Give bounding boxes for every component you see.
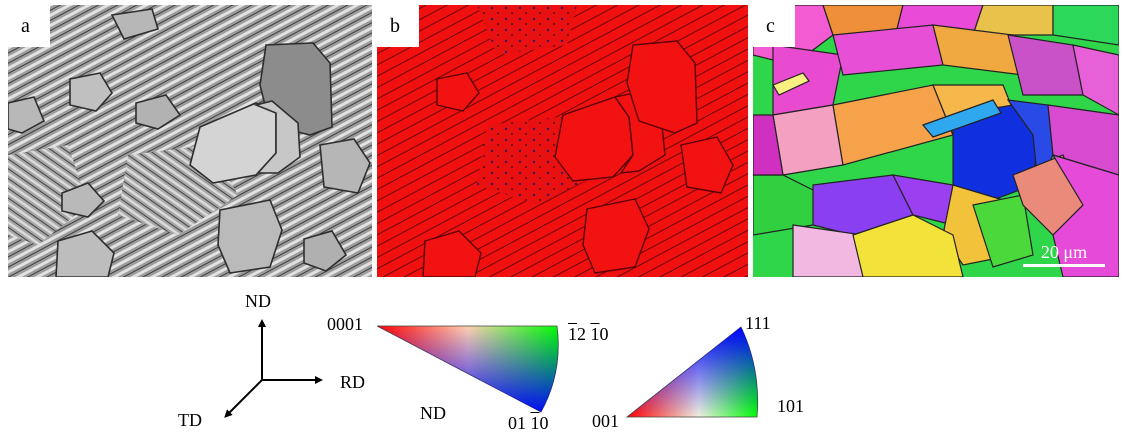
hcp-corner-12-10: 12 10 — [568, 324, 609, 344]
axis-label-td: TD — [178, 410, 202, 430]
panel-label-c: c — [753, 5, 795, 47]
scale-bar: 20 μm — [1023, 242, 1105, 267]
micrograph-panel-c: c 20 μm — [753, 5, 1119, 277]
hcp-triangle-label: ND — [420, 403, 446, 423]
scale-bar-label: 20 μm — [1040, 242, 1088, 262]
axis-label-nd: ND — [245, 291, 271, 311]
panel-label-b: b — [377, 5, 419, 47]
axis-label-rd: RD — [340, 372, 366, 392]
micrograph-panel-b: b — [377, 5, 748, 277]
cubic-corner-111: 111 — [745, 313, 771, 333]
cubic-ipf-triangle — [625, 326, 759, 418]
hcp-corner-01-10: 01 10 — [508, 413, 549, 433]
hcp-corner-0001: 0001 — [327, 314, 363, 334]
scale-bar-line — [1023, 264, 1105, 267]
axis-arrows-icon — [224, 319, 323, 418]
panel-label-a: a — [8, 5, 50, 47]
cubic-corner-101: 101 — [777, 396, 804, 416]
cubic-corner-001: 001 — [592, 411, 619, 431]
micrograph-panel-a: a — [8, 5, 372, 277]
hcp-ipf-triangle — [376, 325, 559, 413]
